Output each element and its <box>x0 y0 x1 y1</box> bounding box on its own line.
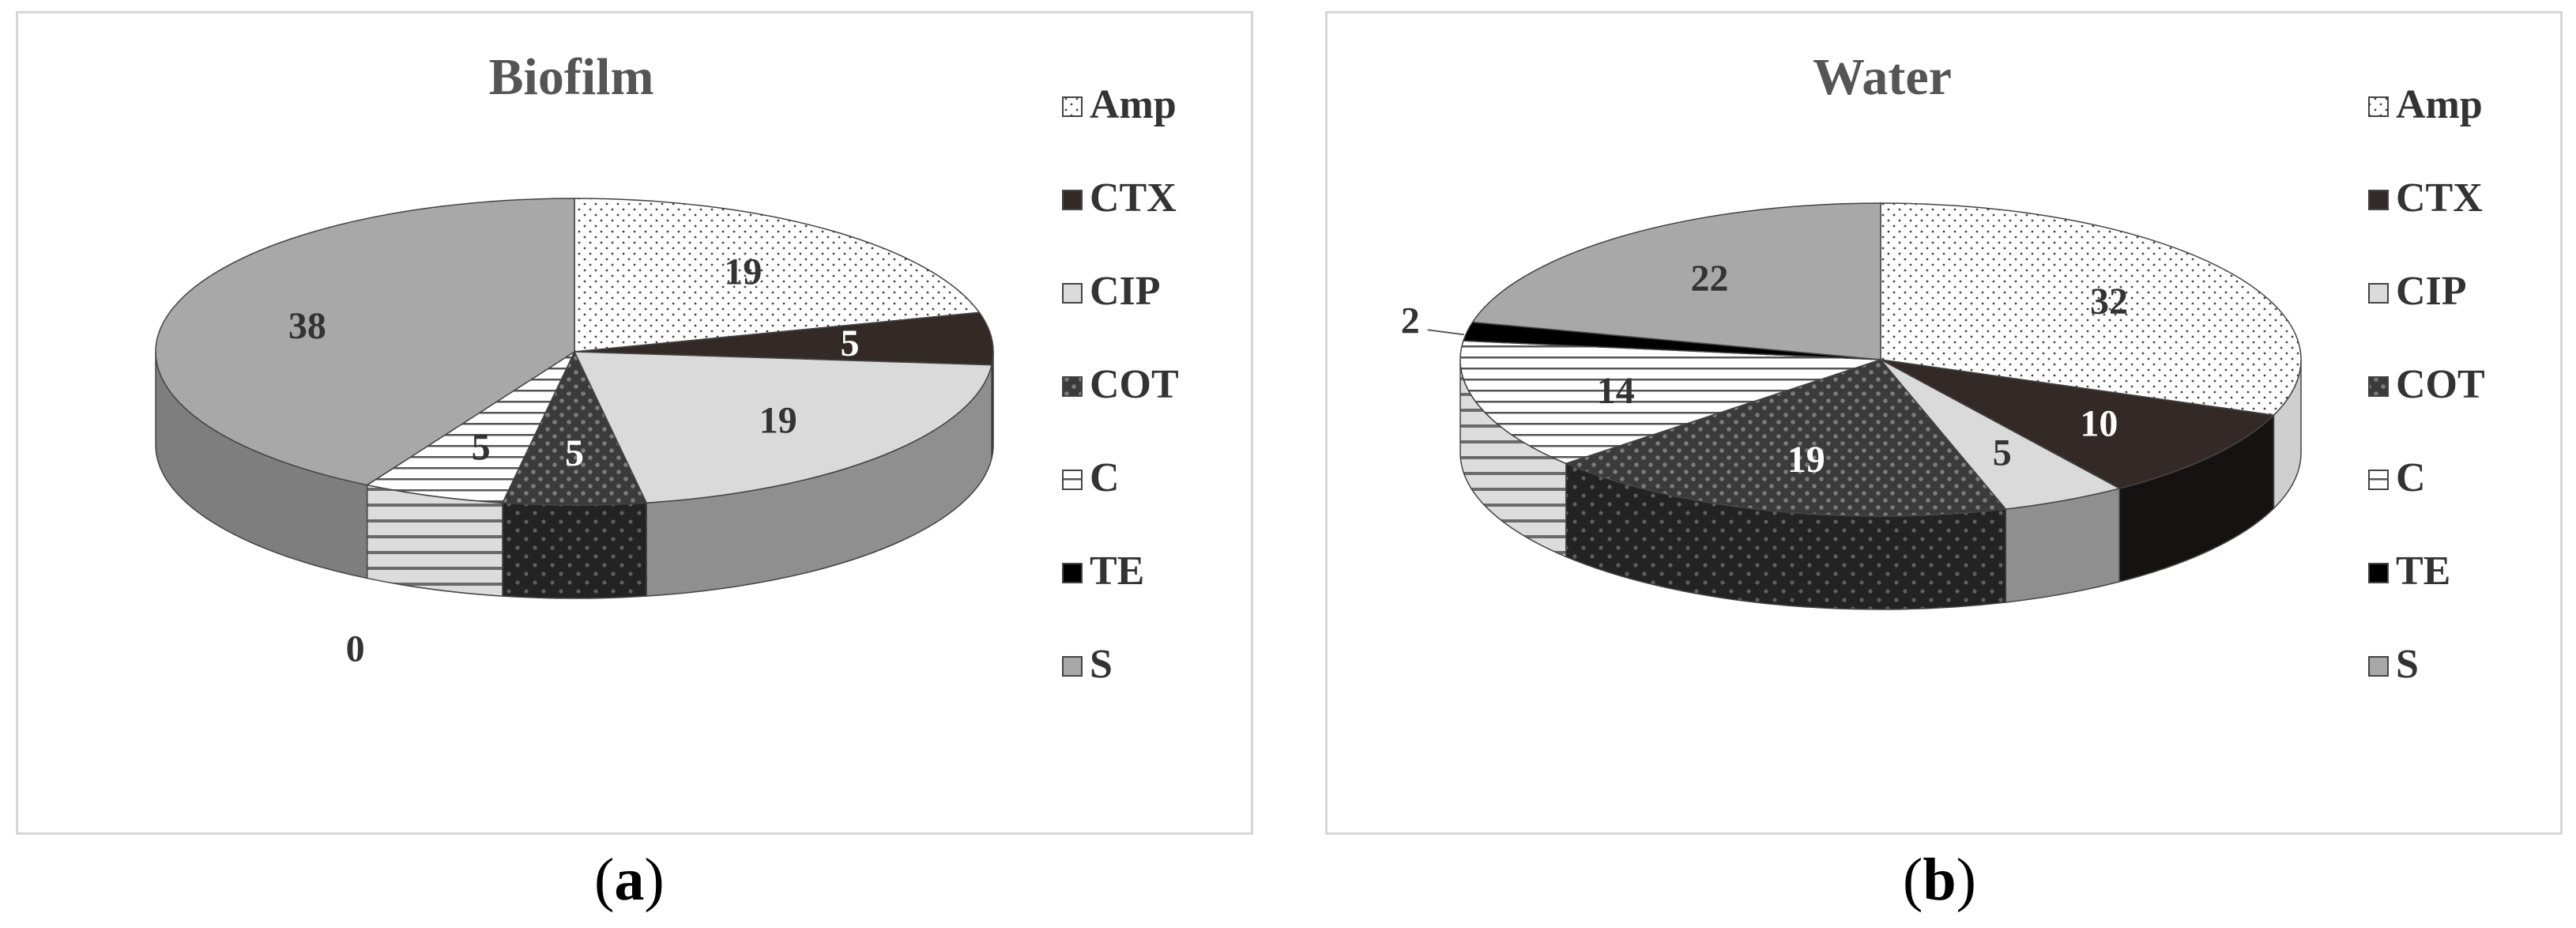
pie-chart-biofilm: Biofilm 19 5 19 5 5 0 38 Amp CTX CIP COT C TE S <box>155 48 1179 687</box>
data-label-c: 14 <box>1597 370 1635 412</box>
caption-a: (a) <box>594 847 665 913</box>
pie-slice-ctx <box>574 311 994 366</box>
chart-panel-water: Water 32 10 5 19 14 2 22 Amp CTX CIP COT C TE S <box>1325 11 2563 835</box>
data-label-cot: 5 <box>565 432 584 474</box>
legend-swatch-c <box>1062 470 1083 490</box>
legend-swatch-cip <box>2368 283 2389 304</box>
chart-title-biofilm: Biofilm <box>489 48 654 106</box>
leader-line-te <box>1427 329 1464 336</box>
data-label-amp: 19 <box>724 251 762 293</box>
pie-slices-water <box>1459 202 2302 517</box>
legend-swatch-cot <box>1062 376 1083 397</box>
legend-label-cip: CIP <box>2396 269 2467 314</box>
legend-swatch-cot <box>2368 376 2389 397</box>
legend-swatch-cip <box>1062 283 1083 304</box>
pie-slice-cip <box>1880 359 2122 510</box>
legend-swatch-te <box>2368 563 2389 583</box>
legend-label-amp: Amp <box>1090 82 1177 127</box>
legend-swatch-amp <box>1062 96 1083 117</box>
data-label-cip: 5 <box>1993 432 2012 473</box>
legend-label-c: C <box>1090 455 1120 500</box>
legend-label-amp: Amp <box>2396 82 2483 127</box>
data-label-s: 22 <box>1690 258 1728 300</box>
legend-label-s: S <box>2396 642 2419 687</box>
data-label-cip: 19 <box>759 400 797 442</box>
pie-slice-cot <box>501 350 648 506</box>
legend-biofilm: Amp CTX CIP COT C TE S <box>1062 82 1179 687</box>
data-label-c: 5 <box>472 426 491 468</box>
data-label-s: 38 <box>288 305 326 347</box>
pie-slice-s <box>1471 202 1881 360</box>
chart-title-water: Water <box>1813 48 1952 106</box>
data-label-cot: 19 <box>1787 439 1825 481</box>
legend-label-cot: COT <box>1090 362 1179 407</box>
chart-panel-biofilm: Biofilm 19 5 19 5 5 0 38 Amp CTX CIP COT C TE S <box>16 11 1253 835</box>
caption-b: (b) <box>1903 847 1976 913</box>
data-label-te: 2 <box>1401 300 1420 341</box>
legend-label-ctx: CTX <box>2396 175 2483 221</box>
pie-slice-cot <box>1564 359 2007 517</box>
pie-slice-ctx <box>1880 359 2276 489</box>
data-label-ctx: 10 <box>2080 403 2118 445</box>
data-labels-biofilm: 19 5 19 5 5 0 38 <box>288 251 860 670</box>
pie-side-cot <box>502 502 647 599</box>
pie-sides-water <box>1459 359 2302 610</box>
pie-slices-biofilm <box>155 198 994 506</box>
legend-label-s: S <box>1090 642 1113 687</box>
data-label-ctx: 5 <box>840 323 859 364</box>
pie-slice-amp <box>1880 202 2302 417</box>
legend-label-cip: CIP <box>1090 269 1161 314</box>
pie-slice-s <box>155 198 575 486</box>
legend-label-cot: COT <box>2396 362 2485 407</box>
legend-swatch-c <box>2368 470 2389 490</box>
legend-swatch-ctx <box>2368 190 2389 210</box>
legend-swatch-amp <box>2368 96 2389 117</box>
legend-water: Amp CTX CIP COT C TE S <box>2368 82 2485 687</box>
pie-slice-c <box>1459 340 1881 465</box>
pie-slice-c <box>365 349 576 504</box>
data-label-te: 0 <box>346 628 365 670</box>
legend-swatch-ctx <box>1062 190 1083 210</box>
pie-sides-biofilm <box>155 351 994 599</box>
legend-label-te: TE <box>1090 549 1144 594</box>
legend-label-ctx: CTX <box>1090 175 1177 221</box>
legend-swatch-s <box>2368 656 2389 677</box>
legend-label-te: TE <box>2396 549 2450 594</box>
pie-slice-amp <box>574 198 981 353</box>
data-label-amp: 32 <box>2090 281 2128 323</box>
legend-swatch-s <box>1062 656 1083 677</box>
legend-swatch-te <box>1062 563 1083 583</box>
pie-slice-cip <box>573 351 992 504</box>
legend-label-c: C <box>2396 455 2426 500</box>
